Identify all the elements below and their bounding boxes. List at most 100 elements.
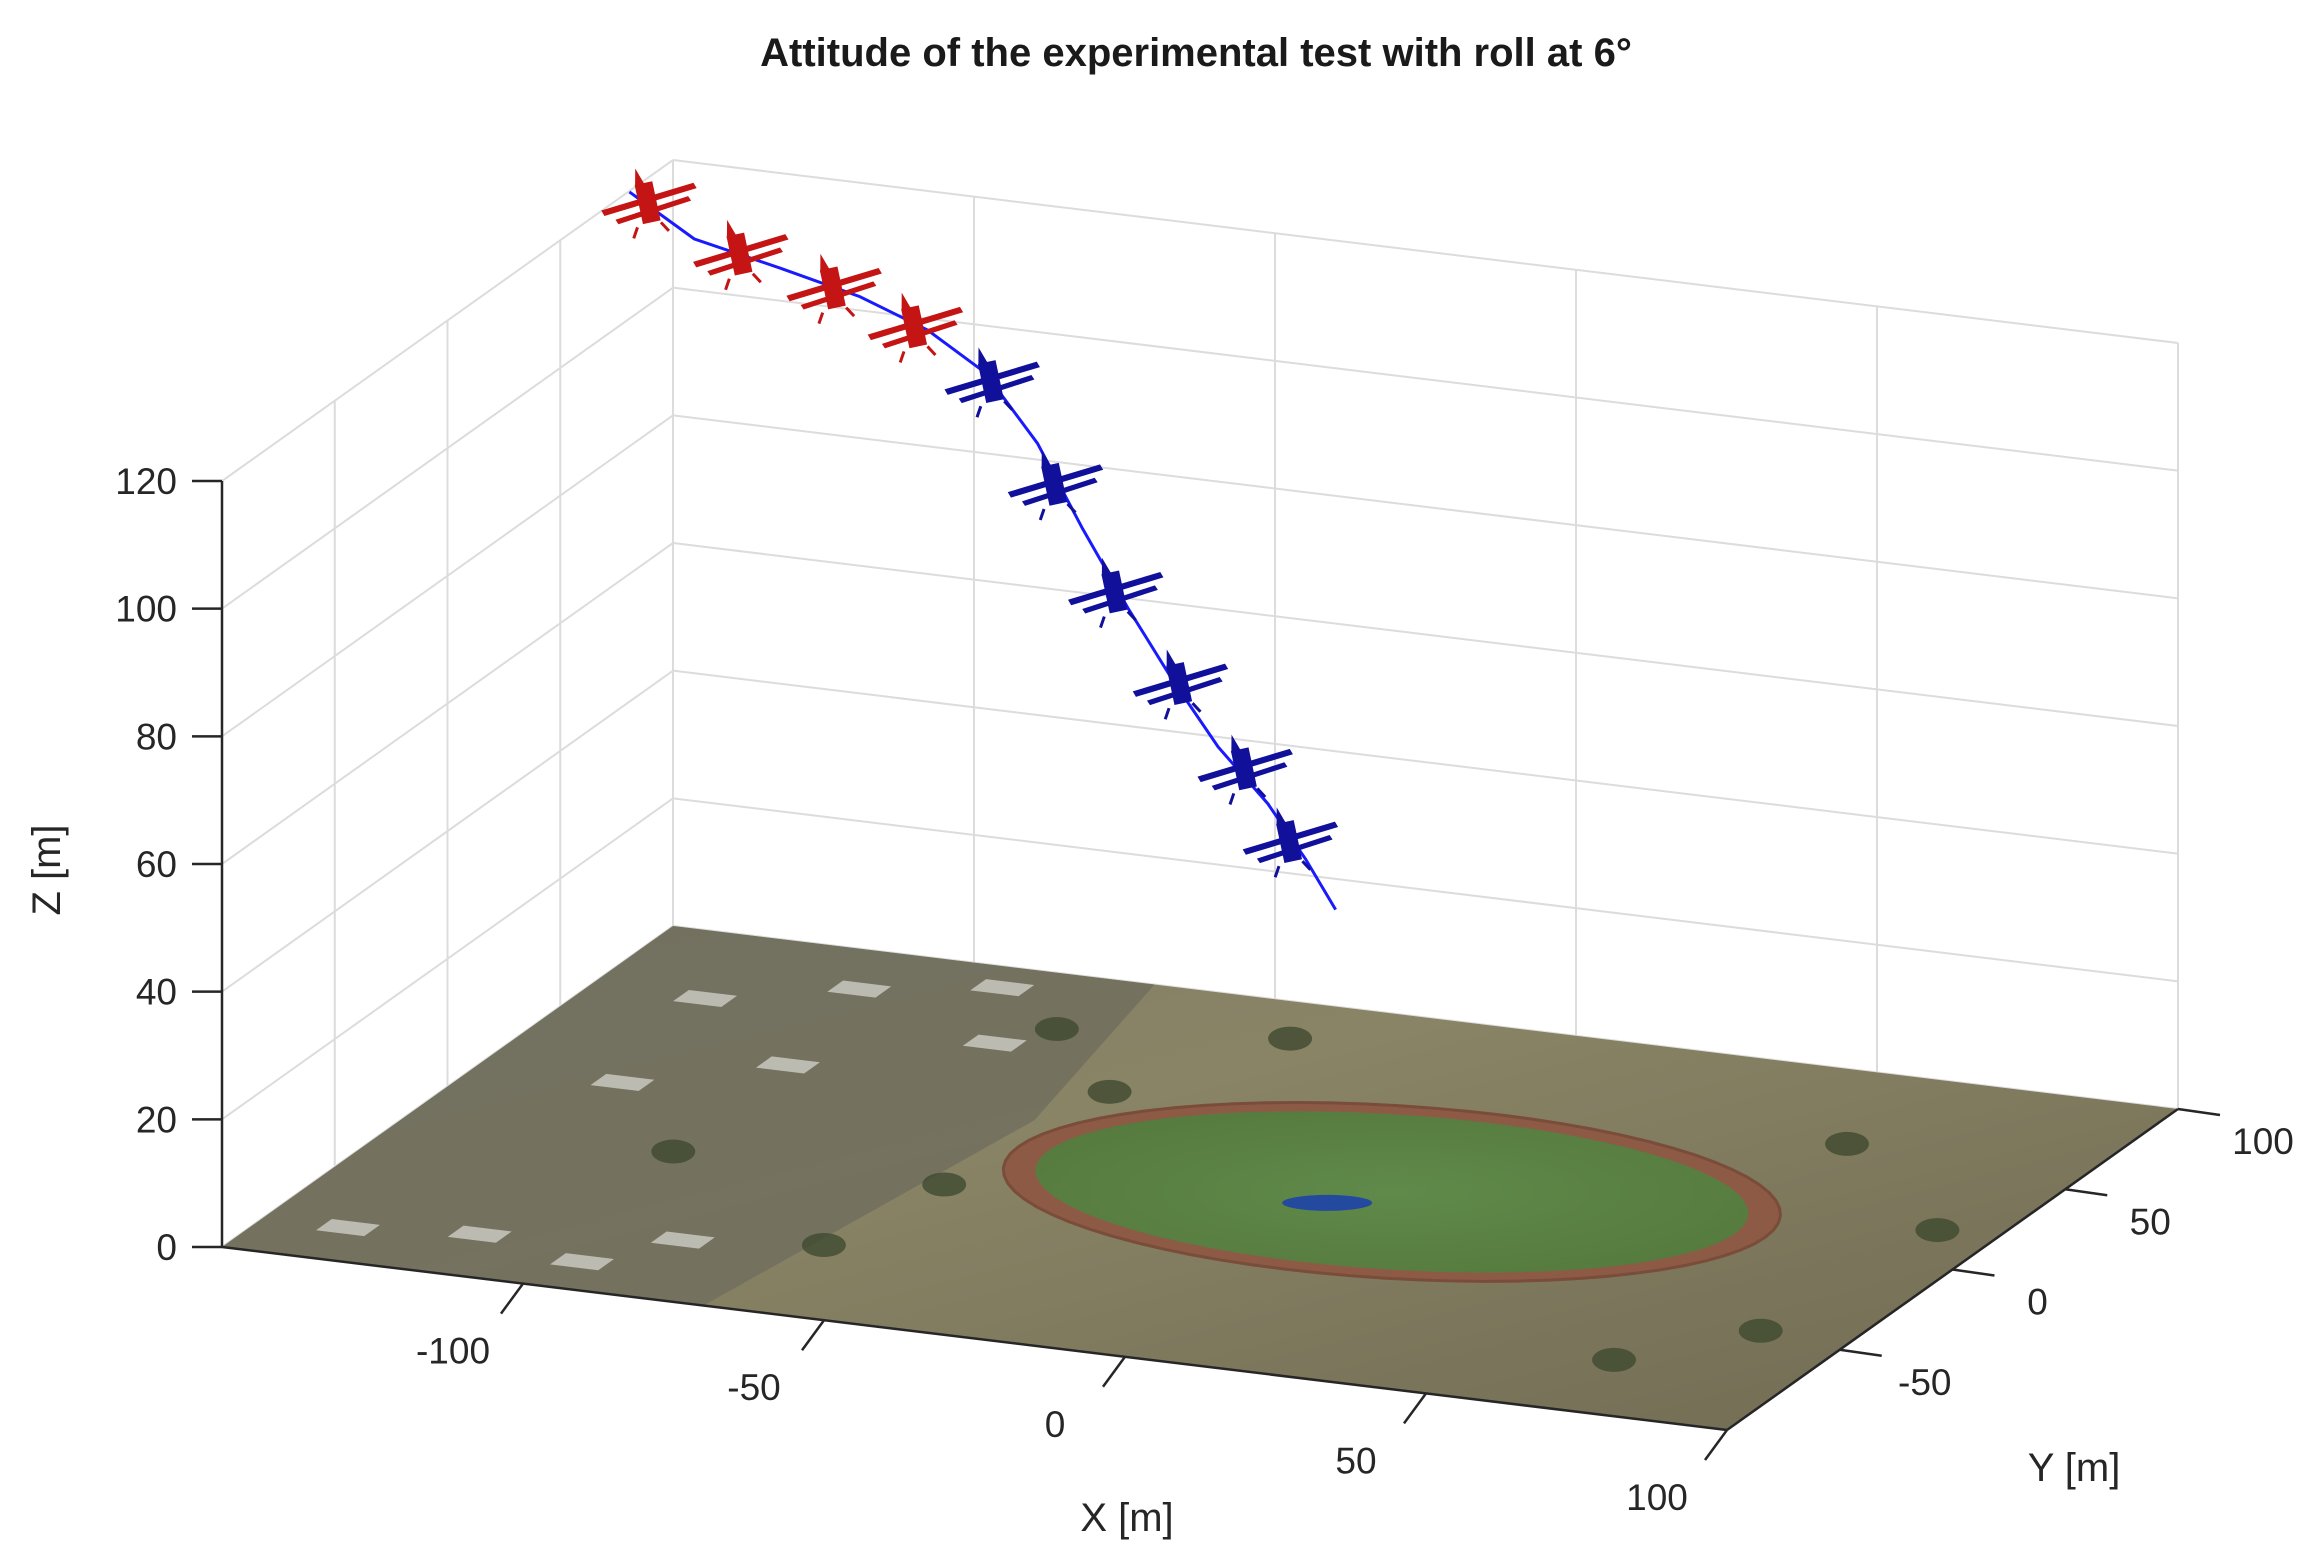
aircraft-tail (635, 168, 645, 187)
aircraft-gear (632, 226, 639, 239)
building-roof (447, 1225, 512, 1243)
z-tick-label: 120 (115, 461, 177, 502)
x-tick-label: 100 (1626, 1477, 1688, 1518)
tree (1915, 1218, 1960, 1243)
grid-side-horizontal (221, 542, 674, 865)
building-roof (550, 1253, 615, 1271)
aircraft-tail (901, 292, 912, 312)
z-axis-label: Z [m] (25, 824, 69, 915)
aircraft-marker (1197, 734, 1293, 805)
aircraft-gear (751, 272, 762, 284)
grid-side-horizontal (221, 414, 674, 738)
aircraft-tail (726, 219, 737, 239)
aircraft-gear (1163, 707, 1171, 720)
building-roof (316, 1219, 380, 1237)
aircraft-fuselage (1276, 820, 1303, 863)
z-tick-label: 80 (136, 716, 177, 757)
aircraft-gear (1003, 400, 1014, 411)
y-tick-label: 100 (2232, 1121, 2294, 1162)
grid-side-horizontal (221, 669, 674, 993)
tree (801, 1233, 846, 1258)
building-roof (827, 980, 892, 998)
aircraft-tail (978, 347, 989, 366)
ground-satellite-image (222, 926, 2178, 1430)
aircraft-marker (786, 253, 882, 325)
grid-side-horizontal (221, 797, 674, 1121)
aircraft-fuselage (726, 232, 753, 276)
building-roof (755, 1056, 820, 1074)
aircraft-gear (817, 312, 825, 325)
grid-back-horizontal (672, 414, 2179, 600)
tree (1738, 1318, 1783, 1343)
aircraft-gear (659, 221, 671, 232)
z-tick-label: 20 (136, 1099, 177, 1140)
urban-area (222, 926, 1155, 1306)
aircraft-gear (1191, 702, 1202, 713)
aircraft-marker (944, 347, 1040, 418)
building-roof (650, 1231, 715, 1249)
tick-labels: 0 20 40 60 80 100 120 -100 -50 0 50 100 -50 0 50 100 (115, 461, 2294, 1518)
aircraft-gear (1099, 616, 1106, 629)
tree (922, 1172, 967, 1197)
aircraft-fuselage (901, 305, 928, 349)
tree (1825, 1131, 1869, 1156)
grass-field (1035, 1111, 1749, 1273)
y-tick-label: 50 (2130, 1201, 2171, 1242)
aircraft-gear (1273, 865, 1281, 878)
aircraft-gear (926, 345, 937, 357)
grid-side-horizontal (221, 286, 674, 610)
axes (192, 479, 2221, 1461)
tree (1268, 1026, 1313, 1051)
z-tick-label: 40 (136, 972, 177, 1013)
y-tick-mark (1839, 1348, 1882, 1357)
aircraft-tail (1041, 450, 1052, 469)
tree (651, 1139, 696, 1164)
grid-side-horizontal (221, 159, 674, 482)
grid-back-horizontal (672, 542, 2179, 727)
aircraft-tail (1166, 649, 1177, 668)
tree (1087, 1079, 1132, 1104)
aircraft-marker (1067, 557, 1164, 629)
aircraft-fuselage (977, 360, 1004, 404)
aircraft-gear (1038, 508, 1046, 521)
aircraft-gear (975, 405, 983, 418)
grid-back-horizontal (672, 159, 2179, 344)
aircraft-gear (845, 306, 856, 318)
x-tick-label: -100 (416, 1331, 490, 1372)
aircraft-fuselage (1230, 747, 1257, 791)
y-axis-label: Y [m] (2028, 1446, 2121, 1490)
aircraft-gear (898, 350, 906, 363)
y-tick-mark (2177, 1107, 2221, 1117)
aircraft-fuselage (1101, 570, 1128, 614)
y-tick-label: 0 (2027, 1282, 2048, 1323)
aircraft-gear (1301, 860, 1312, 871)
x-tick-mark (499, 1282, 525, 1315)
x-tick-mark (1703, 1429, 1729, 1461)
building-roof (962, 1034, 1027, 1052)
aircraft-gear (1126, 610, 1137, 622)
aircraft-marker (601, 168, 697, 239)
building-roof (673, 989, 738, 1008)
aircraft-fuselage (634, 181, 661, 225)
z-tick-label: 60 (136, 844, 177, 885)
y-tick-mark (2065, 1188, 2108, 1197)
x-axis-label: X [m] (1080, 1496, 1173, 1540)
chart-title: Attitude of the experimental test with r… (760, 31, 1632, 75)
y-tick-mark (1952, 1268, 1995, 1277)
x-tick-mark (800, 1319, 826, 1351)
tree (1592, 1347, 1637, 1372)
aircraft-marker (693, 219, 789, 291)
aircraft-gear (1228, 792, 1236, 805)
x-tick-label: 0 (1045, 1404, 1066, 1445)
aircraft-tail (1101, 557, 1112, 577)
tree (1034, 1017, 1079, 1042)
z-tick-label: 100 (115, 589, 177, 630)
aircraft-tail (1231, 734, 1242, 754)
aircraft-fuselage (1041, 462, 1068, 506)
aircraft-gear (724, 278, 731, 291)
ground-shadow-marker (1282, 1194, 1373, 1211)
grid-back-horizontal (672, 797, 2179, 983)
aircraft-fuselage (1166, 662, 1193, 705)
aircraft-fuselage (819, 266, 846, 310)
